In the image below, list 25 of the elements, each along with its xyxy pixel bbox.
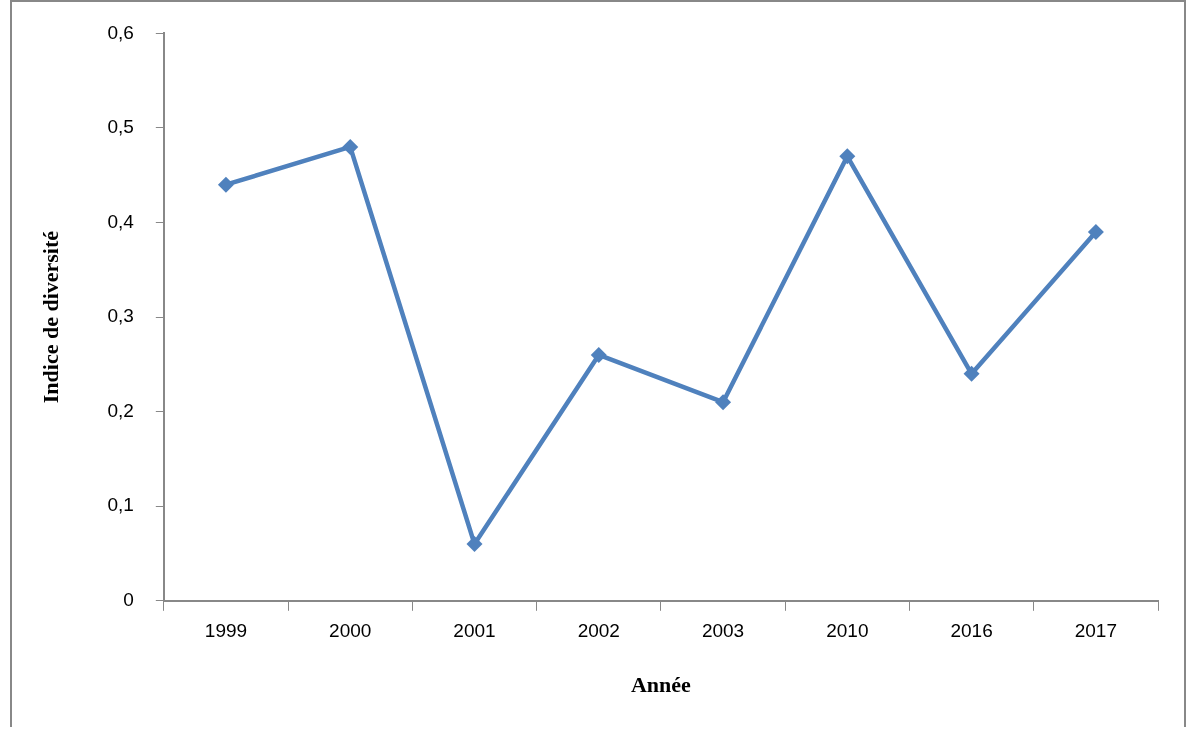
y-tick-label: 0,5 bbox=[107, 116, 134, 138]
y-tick-label: 0 bbox=[123, 589, 134, 611]
x-tick-label: 2001 bbox=[453, 620, 496, 642]
point bbox=[466, 536, 483, 553]
point bbox=[715, 394, 732, 411]
x-tick-label: 2017 bbox=[1074, 620, 1117, 642]
y-tick-label: 0,6 bbox=[107, 21, 134, 43]
x-tick-label: 2010 bbox=[826, 620, 869, 642]
y-tick-label: 0,4 bbox=[107, 210, 135, 232]
x-tick-label: 2002 bbox=[577, 620, 620, 642]
point bbox=[342, 138, 359, 155]
point bbox=[590, 346, 607, 363]
y-tick-label: 0,3 bbox=[107, 305, 134, 327]
x-tick-label: 2016 bbox=[950, 620, 993, 642]
x-tick-label: 1999 bbox=[204, 620, 248, 642]
y-tick-label: 0,1 bbox=[107, 494, 134, 516]
y-tick-label: 0,2 bbox=[107, 399, 134, 421]
x-tick-label: 2000 bbox=[329, 620, 372, 642]
point bbox=[963, 365, 980, 382]
point bbox=[217, 176, 234, 193]
y-axis-title: Indice de diversité bbox=[37, 230, 63, 404]
point bbox=[1087, 223, 1104, 240]
point bbox=[839, 148, 856, 165]
x-tick-label: 2003 bbox=[701, 620, 745, 642]
x-axis-title: Année bbox=[630, 672, 692, 698]
